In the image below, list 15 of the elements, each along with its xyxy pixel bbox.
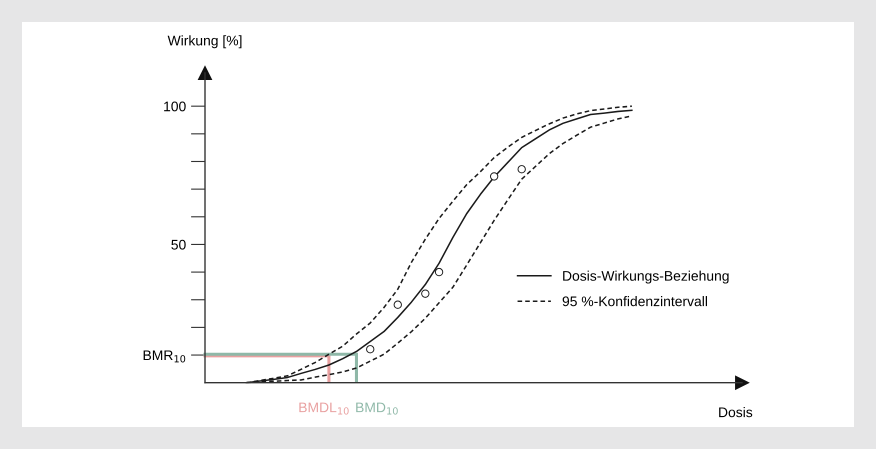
point [421,290,430,298]
point [518,165,526,174]
y-tick-label: 50 [171,240,186,250]
text: BMDL$_{10}$ [299,402,349,415]
point [394,300,402,309]
y-tick-label: BMR$_{10}$ [144,350,186,362]
x-axis-title: Dosis [719,407,752,418]
point [490,172,498,181]
legend-label: 95 %-Konfidenzintervall [562,296,707,306]
y-axis-title: Wirkung [%] [168,35,242,48]
legend-label: Dosis-Wirkungs-Beziehung [563,270,729,284]
point [366,345,374,354]
text: BMD$_{10}$ [356,402,398,415]
y-tick-label: 100 [164,102,186,112]
point [434,268,444,276]
